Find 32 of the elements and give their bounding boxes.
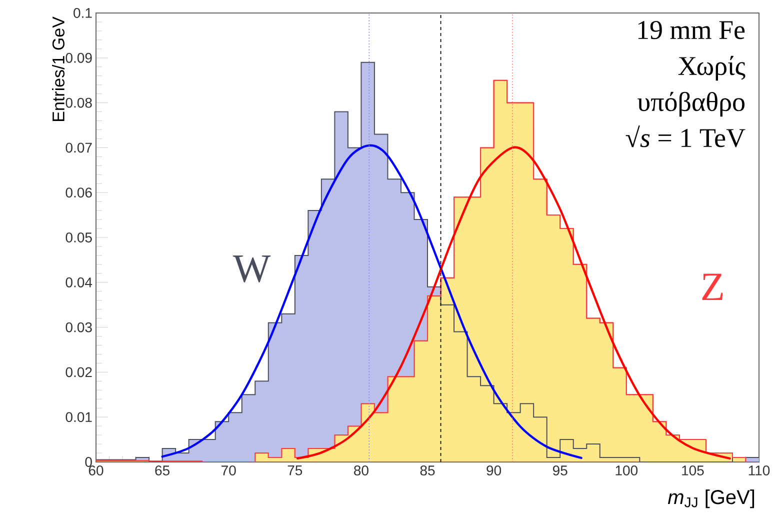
y-tick-label: 0.04: [66, 277, 92, 288]
x-tick-label: 70: [222, 466, 236, 476]
annotation: υπόβαθρο: [638, 92, 744, 117]
text: Z: [702, 274, 723, 300]
x-tick-label: 90: [486, 466, 502, 476]
y-tick-label: 0: [85, 457, 92, 467]
annotation: 19 mm Fe: [638, 21, 745, 40]
y-tick-label: 0.08: [66, 98, 92, 108]
y-tick-label: 0.02: [66, 367, 92, 378]
y-tick-label: 0.09: [66, 52, 92, 63]
x-tick-label: 80: [354, 466, 368, 476]
y-tick-label: 0.05: [66, 232, 92, 242]
annotation: √s = 1 TeV: [626, 126, 746, 148]
y-axis-title: Entries/1 GeV: [52, 16, 64, 121]
annotation: Χωρίς: [678, 56, 746, 81]
x-tick-label: 65: [155, 466, 170, 476]
line-series: [296, 146, 731, 460]
x-tick-label: 75: [288, 466, 302, 476]
y-tick-label: 0.06: [66, 188, 92, 198]
x-tick-label: 95: [552, 466, 568, 476]
y-tick-label: 0.07: [66, 142, 92, 153]
x-tick-label: 105: [682, 466, 704, 476]
x-tick-label: 100: [616, 466, 638, 476]
y-tick-label: 0.03: [66, 322, 92, 332]
y-tick-label: 0.1: [74, 8, 92, 18]
line-series: [161, 144, 582, 460]
series-label: W: [232, 256, 271, 282]
x-tick-label: 85: [420, 466, 435, 476]
x-axis-title: m$_{JJ}$ [GeV]: [668, 490, 754, 508]
x-tick-label: 110: [748, 466, 770, 476]
y-tick-label: 0.01: [66, 412, 92, 422]
x-tick-label: 60: [88, 466, 104, 476]
